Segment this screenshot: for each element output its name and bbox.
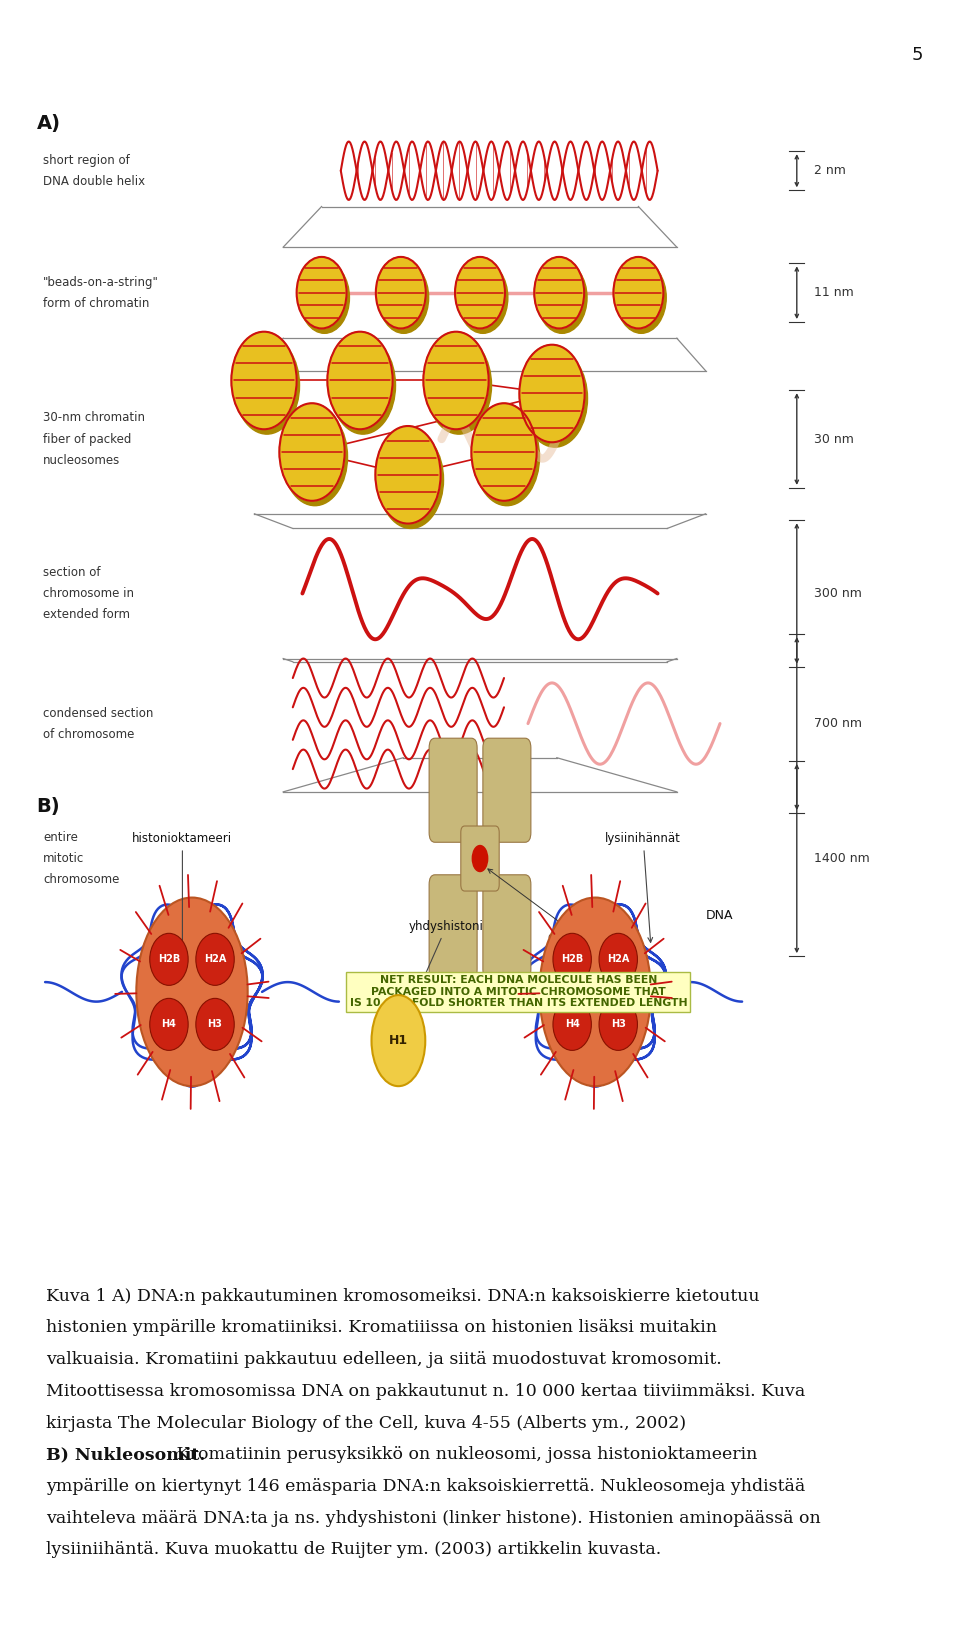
Text: 1400 nm: 1400 nm [814,852,870,865]
Text: H2B: H2B [157,954,180,964]
Ellipse shape [297,257,347,328]
Ellipse shape [455,257,505,328]
Text: H2B: H2B [561,954,584,964]
Ellipse shape [282,408,348,506]
Text: lysiiniihäntä. Kuva muokattu de Ruijter ym. (2003) artikkelin kuvasta.: lysiiniihäntä. Kuva muokattu de Ruijter … [46,1541,661,1558]
Text: valkuaisia. Kromatiini pakkautuu edelleen, ja siitä muodostuvat kromosomit.: valkuaisia. Kromatiini pakkautuu edellee… [46,1351,722,1367]
Ellipse shape [522,350,588,447]
Ellipse shape [474,408,540,506]
Text: 30 nm: 30 nm [814,433,854,446]
Text: DNA: DNA [706,909,733,922]
Ellipse shape [196,933,234,985]
Text: section of: section of [43,566,101,579]
Text: entire: entire [43,831,78,844]
Ellipse shape [616,262,666,333]
Text: mitotic: mitotic [43,852,84,865]
Text: "beads-on-a-string": "beads-on-a-string" [43,276,159,288]
Text: nucleosomes: nucleosomes [43,454,120,467]
Text: ympärille on kiertynyt 146 emäsparia DNA:n kaksoiskierrettä. Nukleosomeja yhdist: ympärille on kiertynyt 146 emäsparia DNA… [46,1478,805,1494]
Text: DNA double helix: DNA double helix [43,176,145,187]
Ellipse shape [538,262,588,333]
Circle shape [540,898,651,1086]
Text: chromosome in: chromosome in [43,587,134,600]
Ellipse shape [300,262,349,333]
Text: B) Nukleosomit.: B) Nukleosomit. [46,1447,205,1463]
Text: kirjasta The Molecular Biology of the Cell, kuva 4-55 (Alberts ym., 2002): kirjasta The Molecular Biology of the Ce… [46,1415,686,1431]
Text: chromosome: chromosome [43,873,120,886]
Ellipse shape [426,337,492,434]
Text: condensed section: condensed section [43,707,154,719]
Text: form of chromatin: form of chromatin [43,298,150,309]
Ellipse shape [327,332,393,429]
FancyBboxPatch shape [483,738,531,842]
Ellipse shape [330,337,396,434]
Ellipse shape [471,403,537,501]
Text: vaihteleva määrä DNA:ta ja ns. yhdyshistoni (linker histone). Histonien aminopää: vaihteleva määrä DNA:ta ja ns. yhdyshist… [46,1509,821,1527]
Ellipse shape [150,998,188,1050]
Ellipse shape [458,262,508,333]
Text: H3: H3 [207,1020,223,1029]
Text: H2A: H2A [204,954,227,964]
Text: H2A: H2A [607,954,630,964]
Text: 300 nm: 300 nm [814,587,862,600]
Text: 5: 5 [912,46,924,63]
Ellipse shape [472,846,488,872]
Text: Kromatiinin perusyksikkö on nukleosomi, jossa histonioktameerin: Kromatiinin perusyksikkö on nukleosomi, … [171,1447,757,1463]
FancyBboxPatch shape [429,875,477,979]
Text: extended form: extended form [43,608,131,621]
Text: 700 nm: 700 nm [814,717,862,730]
Ellipse shape [279,403,345,501]
Ellipse shape [378,262,428,333]
Text: Kuva 1 A) DNA:n pakkautuminen kromosomeiksi. DNA:n kaksoiskierre kietoutuu: Kuva 1 A) DNA:n pakkautuminen kromosomei… [46,1288,759,1304]
Ellipse shape [375,257,426,328]
Text: histonien ympärille kromatiiniksi. Kromatiiissa on histonien lisäksi muitakin: histonien ympärille kromatiiniksi. Kroma… [46,1320,717,1337]
Ellipse shape [553,933,591,985]
FancyBboxPatch shape [461,826,499,891]
Ellipse shape [553,998,591,1050]
Text: 11 nm: 11 nm [814,286,853,299]
Ellipse shape [534,257,584,328]
Text: A): A) [36,114,60,133]
Text: short region of: short region of [43,154,130,166]
Ellipse shape [613,257,663,328]
Ellipse shape [599,933,637,985]
Ellipse shape [599,998,637,1050]
Text: fiber of packed: fiber of packed [43,433,132,446]
Text: H3: H3 [611,1020,626,1029]
Ellipse shape [234,337,300,434]
FancyBboxPatch shape [483,875,531,979]
Text: yhdyshistoni: yhdyshistoni [404,920,484,1021]
Text: H1: H1 [389,1034,408,1047]
Text: histonioktameeri: histonioktameeri [132,833,232,972]
Text: B): B) [36,797,60,816]
Text: H4: H4 [564,1020,580,1029]
Text: H4: H4 [161,1020,177,1029]
Ellipse shape [196,998,234,1050]
Circle shape [136,898,248,1086]
FancyBboxPatch shape [429,738,477,842]
Ellipse shape [150,933,188,985]
Circle shape [372,995,425,1086]
Text: lysiinihännät: lysiinihännät [605,833,682,943]
Ellipse shape [423,332,489,429]
Text: centromere: centromere [488,868,612,941]
Text: 2 nm: 2 nm [814,164,846,177]
Ellipse shape [378,431,444,528]
Ellipse shape [231,332,297,429]
Ellipse shape [519,345,585,442]
Text: of chromosome: of chromosome [43,728,134,740]
Text: NET RESULT: EACH DNA MOLECULE HAS BEEN
PACKAGED INTO A MITOTIC CHROMOSOME THAT
I: NET RESULT: EACH DNA MOLECULE HAS BEEN P… [349,976,687,1008]
Ellipse shape [375,426,441,524]
Text: Mitoottisessa kromosomissa DNA on pakkautunut n. 10 000 kertaa tiiviimmäksi. Kuv: Mitoottisessa kromosomissa DNA on pakkau… [46,1382,805,1400]
Text: 30-nm chromatin: 30-nm chromatin [43,411,145,424]
